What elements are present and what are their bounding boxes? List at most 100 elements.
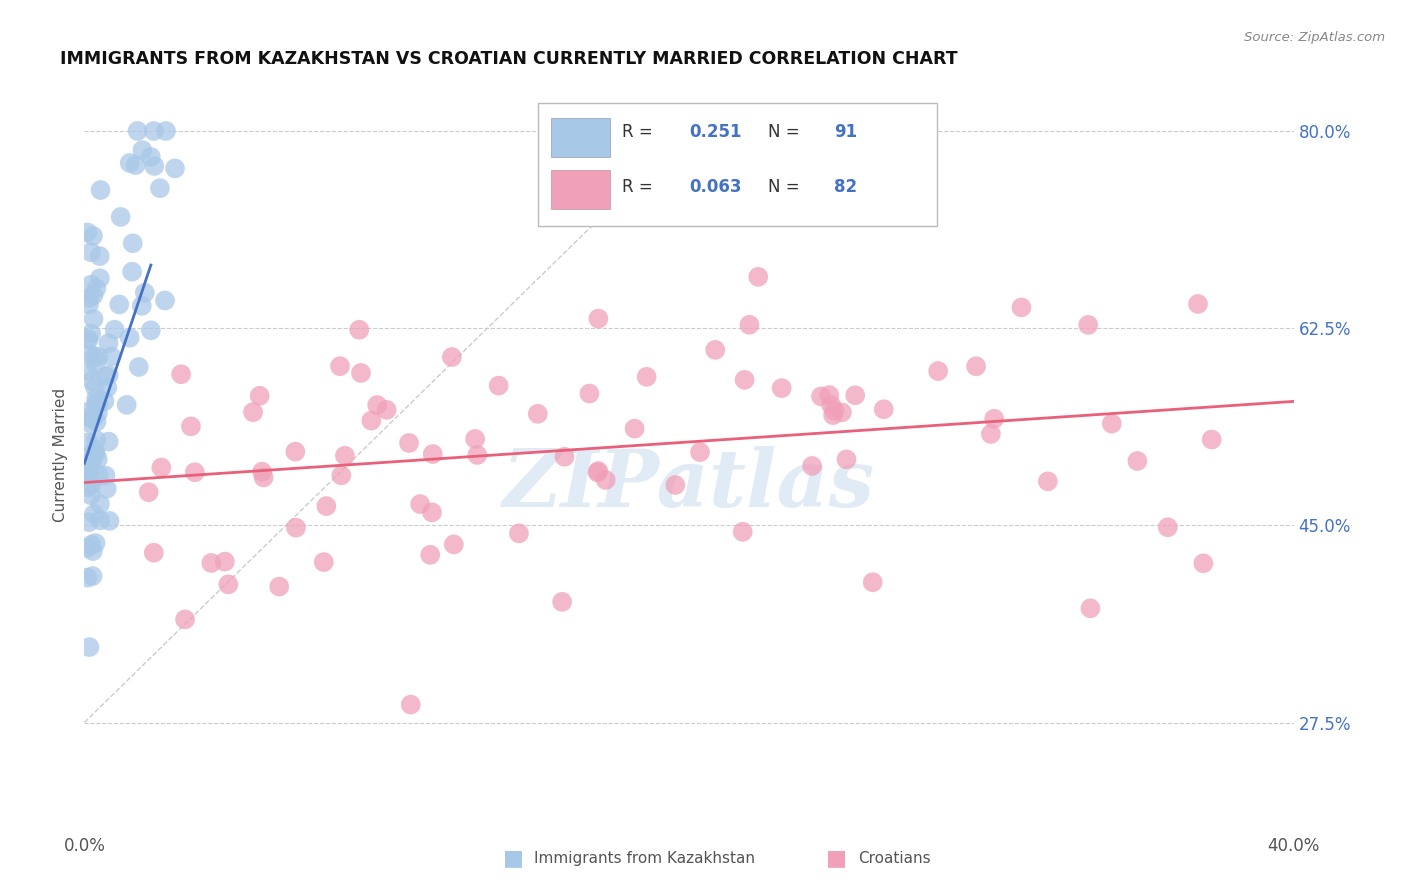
Point xyxy=(831,405,853,419)
Point xyxy=(420,505,443,519)
Point xyxy=(440,350,463,364)
Point xyxy=(87,350,110,364)
Point xyxy=(80,478,103,492)
Point xyxy=(84,433,107,447)
Point xyxy=(1192,556,1215,570)
Point xyxy=(180,419,202,434)
Point xyxy=(84,397,107,411)
Point xyxy=(269,580,291,594)
Point xyxy=(983,411,1005,425)
Point xyxy=(217,577,239,591)
Point xyxy=(150,460,173,475)
Point xyxy=(138,485,160,500)
Text: ZIPatlas: ZIPatlas xyxy=(503,446,875,524)
Point xyxy=(76,460,98,475)
Point xyxy=(84,446,107,460)
Point xyxy=(77,333,100,347)
Point xyxy=(1126,454,1149,468)
Point xyxy=(83,312,105,326)
Point xyxy=(149,181,172,195)
Text: Source: ZipAtlas.com: Source: ZipAtlas.com xyxy=(1244,31,1385,45)
Point xyxy=(76,462,98,476)
Text: IMMIGRANTS FROM KAZAKHSTAN VS CROATIAN CURRENTLY MARRIED CORRELATION CHART: IMMIGRANTS FROM KAZAKHSTAN VS CROATIAN C… xyxy=(60,50,957,68)
Point xyxy=(801,458,824,473)
Point xyxy=(689,445,711,459)
Point xyxy=(153,293,176,308)
Point xyxy=(1036,475,1059,489)
Point xyxy=(87,406,110,420)
Point xyxy=(84,358,107,372)
Point xyxy=(704,343,727,357)
Point xyxy=(747,269,769,284)
Point xyxy=(77,416,100,430)
Point xyxy=(89,497,111,511)
Point xyxy=(97,368,120,383)
Point xyxy=(398,436,420,450)
Point xyxy=(554,450,576,464)
Point xyxy=(139,150,162,164)
Point xyxy=(664,478,686,492)
Point xyxy=(77,481,100,495)
Point xyxy=(586,466,609,480)
Point xyxy=(366,398,388,412)
Point xyxy=(329,359,352,373)
Point xyxy=(80,326,103,341)
Point xyxy=(80,277,103,292)
Point xyxy=(93,394,115,409)
FancyBboxPatch shape xyxy=(551,118,610,157)
Point xyxy=(170,368,193,382)
Point xyxy=(588,311,610,326)
Point xyxy=(77,434,100,449)
Point xyxy=(249,389,271,403)
Point xyxy=(873,402,896,417)
Point xyxy=(79,462,101,476)
Text: N =: N = xyxy=(768,178,804,195)
Point xyxy=(508,526,530,541)
Point xyxy=(89,249,111,263)
Point xyxy=(1011,301,1033,315)
Point xyxy=(83,507,105,521)
Point xyxy=(76,226,98,240)
Point xyxy=(360,414,382,428)
Point xyxy=(80,245,103,260)
Point xyxy=(142,124,165,138)
Text: ■: ■ xyxy=(827,848,846,868)
Point xyxy=(823,403,845,417)
Point xyxy=(419,548,441,562)
Point xyxy=(84,380,107,394)
Point xyxy=(818,388,841,402)
Text: 82: 82 xyxy=(834,178,858,195)
Text: ■: ■ xyxy=(503,848,523,868)
Point xyxy=(77,515,100,529)
Point xyxy=(467,448,489,462)
Point xyxy=(155,124,177,138)
Point xyxy=(77,297,100,311)
Point xyxy=(80,488,103,502)
Point xyxy=(76,364,98,378)
Point xyxy=(823,408,845,422)
Point xyxy=(96,482,118,496)
Point xyxy=(110,210,132,224)
Point xyxy=(143,159,166,173)
Point xyxy=(87,397,110,411)
Point xyxy=(1080,601,1102,615)
Point xyxy=(134,285,156,300)
Point xyxy=(174,612,197,626)
Point xyxy=(124,158,146,172)
Point xyxy=(349,323,371,337)
Text: Croatians: Croatians xyxy=(858,851,931,865)
Point xyxy=(731,524,754,539)
Point xyxy=(131,299,153,313)
Point xyxy=(551,595,574,609)
Point xyxy=(82,411,104,425)
Point xyxy=(94,369,117,384)
Point xyxy=(84,392,107,406)
Point xyxy=(443,537,465,551)
Point xyxy=(118,331,141,345)
Point xyxy=(312,555,335,569)
Point xyxy=(820,398,842,412)
FancyBboxPatch shape xyxy=(538,103,936,227)
Point xyxy=(79,455,101,469)
Y-axis label: Currently Married: Currently Married xyxy=(53,388,69,522)
Point xyxy=(284,444,307,458)
